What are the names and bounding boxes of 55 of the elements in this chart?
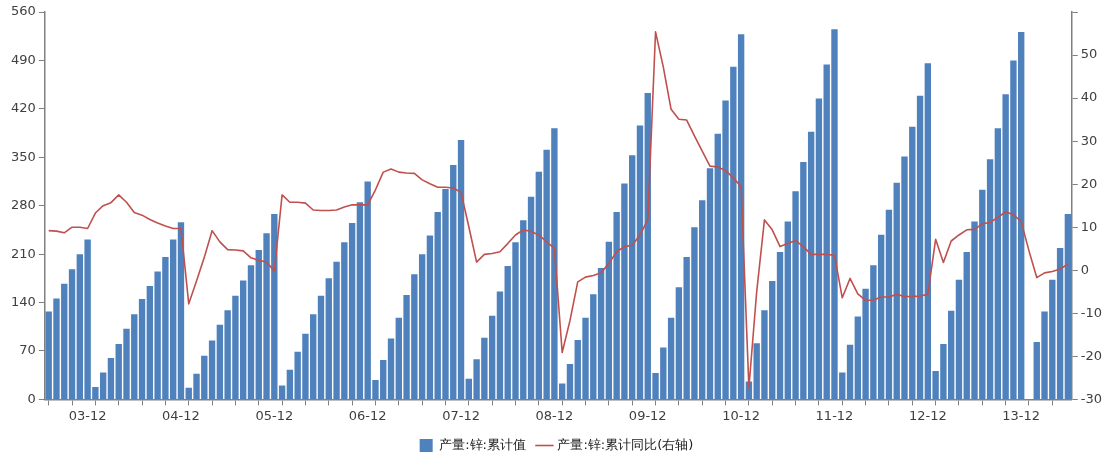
bar — [1064, 214, 1072, 399]
bar — [776, 252, 784, 399]
y-tick-label: 140 — [10, 293, 36, 309]
x-tick-label: 04-12 — [162, 407, 200, 423]
y-tick-label: 420 — [10, 100, 36, 116]
bar — [68, 269, 76, 399]
y2-tick-label: 50 — [1080, 46, 1098, 62]
x-tick-label: 09-12 — [628, 407, 667, 423]
y2-tick-label: 40 — [1080, 89, 1098, 105]
y-tick-label: 560 — [10, 3, 36, 19]
bar — [706, 168, 714, 399]
bar — [496, 291, 504, 399]
y-tick-label: 70 — [19, 342, 36, 358]
x-tick-label: 12-12 — [908, 407, 947, 423]
x-tick-label: 05-12 — [255, 407, 294, 423]
bar — [916, 95, 924, 399]
legend-label: 产量:锌:累计同比(右轴) — [557, 436, 694, 452]
x-tick-label: 11-12 — [815, 407, 854, 423]
bar — [527, 196, 535, 399]
y2-tick-label: 30 — [1080, 132, 1098, 148]
bar — [426, 235, 434, 399]
y-tick-label: 210 — [10, 245, 36, 261]
y2-tick-label: 0 — [1080, 261, 1090, 277]
bar — [885, 209, 893, 399]
y-tick-label: 490 — [10, 51, 36, 67]
bar — [138, 299, 146, 399]
y2-tick-label: -30 — [1080, 390, 1102, 406]
bar — [177, 222, 185, 399]
bar — [846, 344, 854, 399]
bar — [387, 338, 395, 399]
y2-tick-label: -20 — [1080, 347, 1102, 363]
x-tick-label: 10-12 — [722, 407, 761, 423]
legend-label: 产量:锌:累计值 — [439, 436, 526, 452]
y2-tick-label: 10 — [1080, 218, 1098, 234]
y-tick-label: 0 — [27, 390, 36, 406]
x-tick-label: 08-12 — [535, 407, 574, 423]
bar — [247, 265, 255, 399]
x-tick-label: 07-12 — [442, 407, 480, 423]
bar — [815, 98, 823, 399]
x-tick-label: 06-12 — [348, 407, 387, 423]
bar — [597, 267, 605, 399]
bar — [107, 357, 115, 399]
bar — [986, 159, 994, 399]
y2-tick-label: -10 — [1080, 304, 1102, 320]
y-tick-label: 350 — [10, 148, 36, 164]
bar — [317, 295, 325, 399]
bar — [566, 364, 574, 399]
bar — [208, 340, 216, 399]
bar — [636, 125, 644, 399]
bar — [955, 279, 963, 399]
x-tick-label: 03-12 — [68, 407, 107, 423]
bar — [457, 139, 465, 399]
y-tick-label: 280 — [10, 197, 36, 213]
x-tick-label: 13-12 — [1002, 407, 1041, 423]
y2-tick-label: 20 — [1080, 175, 1098, 191]
